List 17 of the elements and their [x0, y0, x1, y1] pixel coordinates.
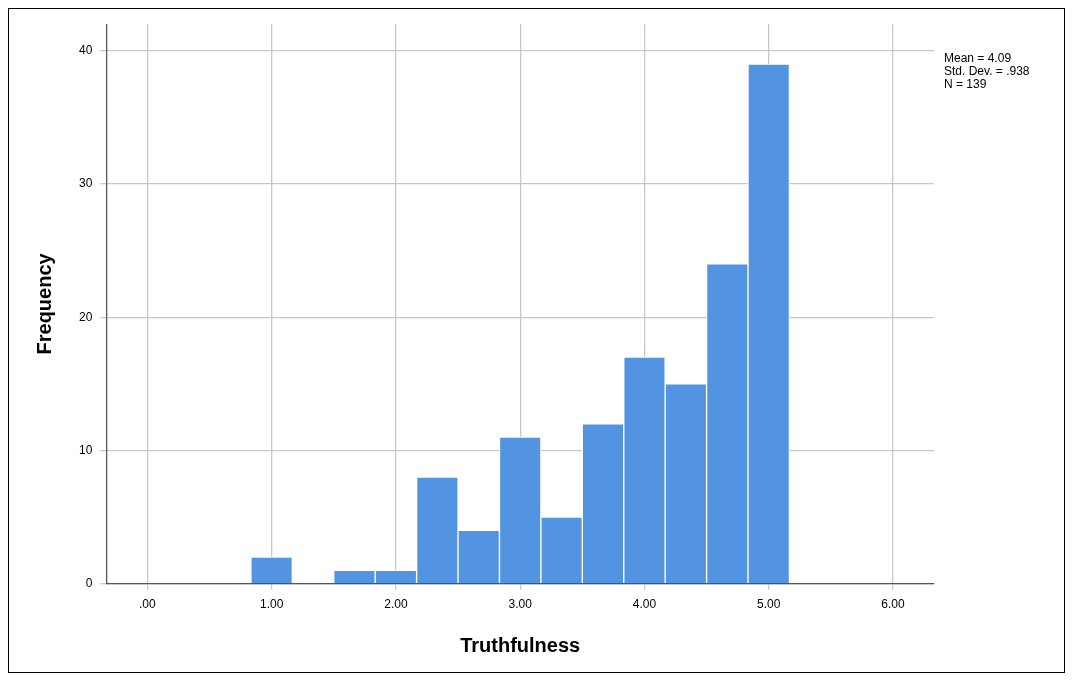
y-axis-title: Frequency — [32, 252, 55, 355]
x-tick-label: 6.00 — [881, 597, 905, 612]
text: Mean = 4.09 — [944, 50, 1012, 65]
y-tick-label: 40 — [78, 43, 93, 58]
y-tick-label: 20 — [78, 309, 93, 324]
y-tick-label: 30 — [78, 176, 93, 191]
x-tick-label: 3.00 — [508, 597, 533, 612]
text: N = 139 — [944, 76, 987, 91]
text: Std. Dev. = .938 — [944, 63, 1030, 78]
x-tick-label: 1.00 — [259, 597, 284, 612]
y-tick-label: 10 — [78, 442, 93, 457]
x-axis-title: Truthfulness — [460, 633, 581, 656]
x-tick-label: 4.00 — [632, 597, 657, 612]
y-tick-label: 0 — [85, 575, 93, 590]
x-tick-label: 5.00 — [757, 597, 781, 612]
x-tick-label: 2.00 — [384, 597, 408, 612]
x-tick-label: .00 — [139, 597, 157, 612]
